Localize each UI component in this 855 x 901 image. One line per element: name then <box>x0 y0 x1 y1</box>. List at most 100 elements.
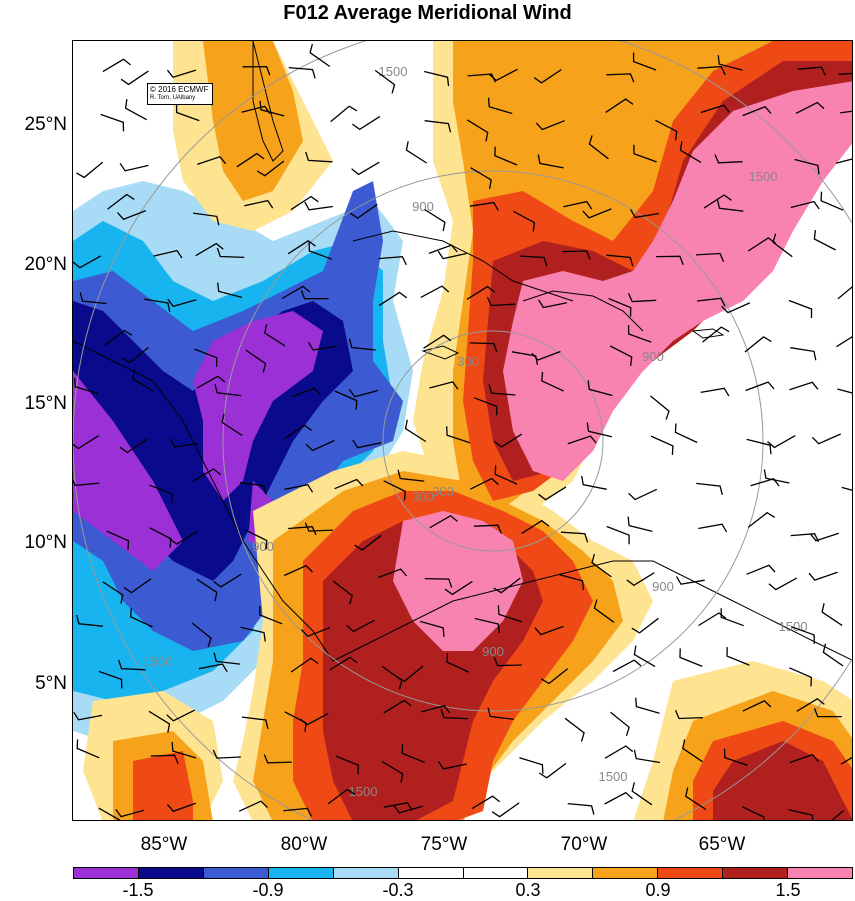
wind-barb <box>166 709 196 722</box>
wind-barb <box>196 156 227 166</box>
wind-barb <box>489 68 518 82</box>
wind-barb <box>809 532 839 542</box>
wind-barb <box>144 298 171 312</box>
wind-barb <box>196 578 218 602</box>
wind-barb <box>487 707 515 721</box>
lat-label-5n: 5°N <box>35 673 67 694</box>
wind-barb <box>491 802 520 818</box>
wind-barb <box>283 564 313 577</box>
colorbar-segment <box>788 868 853 878</box>
wind-barb <box>301 626 331 638</box>
wind-barb <box>169 530 198 545</box>
wind-barb <box>750 478 780 487</box>
wind-barb <box>473 524 502 534</box>
wind-barb <box>493 577 521 594</box>
wind-barb <box>150 754 179 764</box>
wind-barb <box>470 477 499 490</box>
wind-barb <box>540 668 569 685</box>
wind-barb <box>655 119 678 141</box>
wind-barb <box>119 438 148 454</box>
wind-barb <box>329 656 358 671</box>
wind-barb <box>538 299 568 309</box>
wind-barb <box>148 710 171 733</box>
lon-label-70w: 70°W <box>560 834 608 855</box>
wind-barb <box>374 69 396 94</box>
wind-barb <box>716 199 744 212</box>
wind-barb <box>591 553 612 578</box>
wind-barb <box>291 387 321 398</box>
wind-barb <box>175 103 200 122</box>
wind-barb <box>567 802 595 815</box>
wind-barb <box>835 158 852 164</box>
wind-barb <box>790 533 820 543</box>
range-ring-label: 900 <box>482 644 504 659</box>
wind-barb <box>327 788 356 805</box>
wind-barb <box>794 158 820 175</box>
coastline-florida <box>252 41 284 162</box>
wind-barb <box>256 160 285 177</box>
wind-barb <box>73 435 100 450</box>
wind-barb <box>290 657 319 673</box>
wind-barb <box>789 753 819 764</box>
coastline-hispaniola <box>522 290 644 332</box>
wind-barb <box>604 745 634 759</box>
wind-barb <box>424 120 452 133</box>
wind-barb <box>610 711 630 737</box>
range-ring-label: 1500 <box>599 769 628 784</box>
wind-barb <box>494 465 518 485</box>
wind-barb <box>698 523 728 533</box>
wind-barbs <box>73 43 852 820</box>
purple-west-2 <box>193 311 323 501</box>
wind-barb <box>796 698 825 712</box>
wind-barb <box>696 482 723 495</box>
wind-barb <box>305 439 335 452</box>
wind-barb <box>497 605 522 623</box>
lon-label-65w: 65°W <box>698 834 746 855</box>
wind-barb <box>424 208 446 232</box>
wind-barb <box>167 802 197 813</box>
wind-barb <box>519 757 544 774</box>
wind-barb <box>841 486 852 491</box>
wind-barb <box>346 619 376 633</box>
wind-barb <box>349 203 378 219</box>
wind-barb <box>697 297 726 307</box>
wind-barb <box>744 336 772 353</box>
lat-label-20n: 20°N <box>24 254 67 275</box>
wind-barb <box>284 711 307 732</box>
range-ring-label: 900 <box>642 349 664 364</box>
wind-barb <box>520 255 548 267</box>
wind-barb <box>100 113 125 132</box>
wind-barb <box>723 748 748 766</box>
range-ring-label: 1500 <box>779 619 808 634</box>
wind-barb <box>377 568 408 579</box>
wind-barb <box>214 383 242 397</box>
wind-barb <box>837 286 852 300</box>
wind-barb <box>73 479 100 487</box>
wind-barb <box>290 195 319 211</box>
wind-barb <box>383 801 413 811</box>
colorbar-label: -0.9 <box>252 880 284 900</box>
wind-barb <box>681 739 703 763</box>
wind-barb <box>720 608 744 627</box>
wind-barb <box>423 334 452 349</box>
wind-barb <box>808 571 838 581</box>
wind-barb <box>245 349 267 373</box>
wind-barb <box>649 395 670 420</box>
colorbar-segment <box>723 868 789 878</box>
wind-barb <box>98 807 121 820</box>
wind-barb <box>790 347 817 361</box>
wind-barb <box>700 387 730 397</box>
wind-barb <box>98 670 123 689</box>
wind-barb <box>284 424 312 440</box>
colorbar-segment <box>463 868 529 878</box>
wind-barb <box>788 809 814 820</box>
wind-barb <box>238 800 268 812</box>
range-ring-label: 1500 <box>349 784 378 799</box>
pink-south <box>393 511 523 651</box>
shaded-fields <box>73 41 852 820</box>
wind-barb <box>221 413 243 437</box>
wind-barb <box>581 475 607 490</box>
wind-barb <box>348 338 376 351</box>
wind-barb <box>587 380 613 397</box>
wind-barb <box>679 648 703 668</box>
